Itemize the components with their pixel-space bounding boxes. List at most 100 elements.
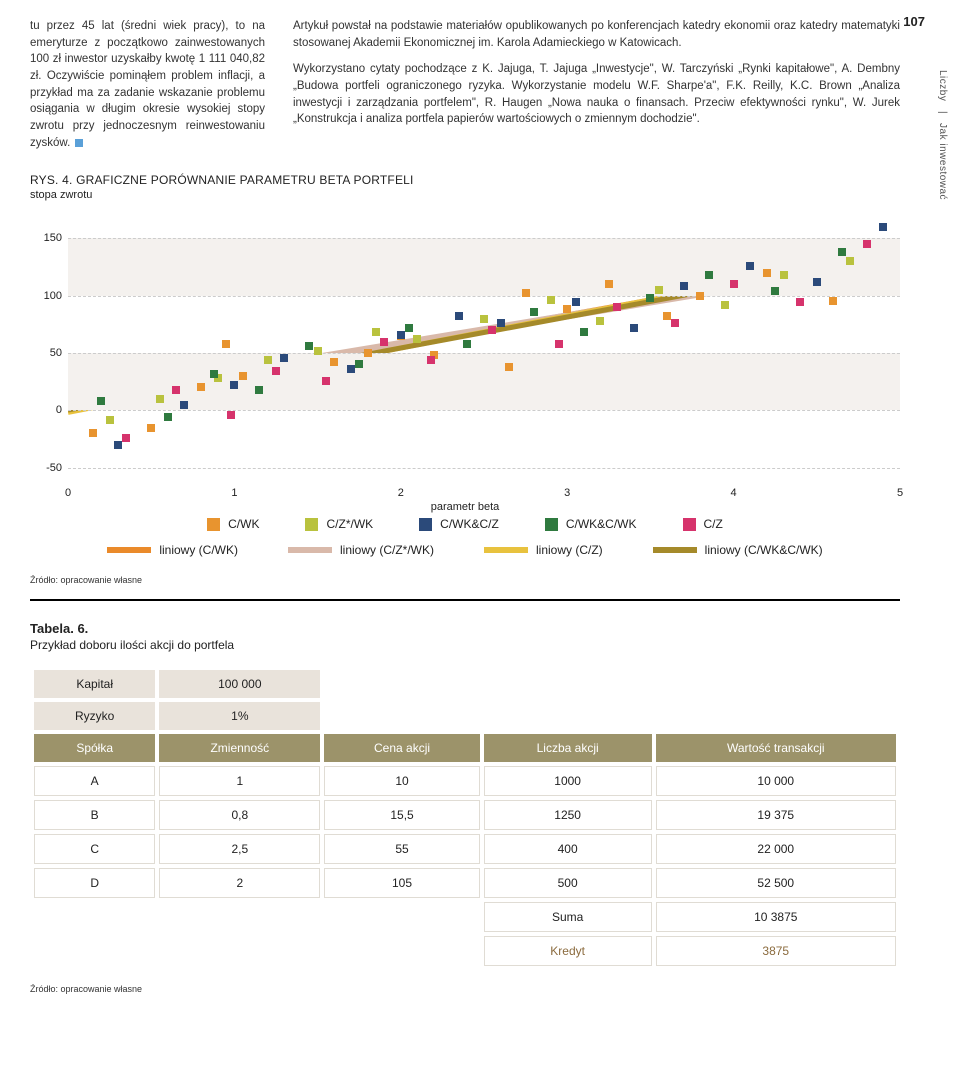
table-cell: 400 (484, 834, 652, 864)
data-point (547, 296, 555, 304)
table-cap-val: 100 000 (159, 670, 320, 698)
data-point (879, 223, 887, 231)
data-point (530, 308, 538, 316)
table-footer-label: Suma (484, 902, 652, 932)
data-point (846, 257, 854, 265)
data-point (613, 303, 621, 311)
data-point (563, 305, 571, 313)
x-tick: 4 (731, 487, 737, 499)
table-cell: 10 (324, 766, 479, 796)
data-point (372, 328, 380, 336)
data-point (705, 271, 713, 279)
data-point (680, 282, 688, 290)
data-point (696, 292, 704, 300)
data-point (721, 301, 729, 309)
table-header: Zmienność (159, 734, 320, 762)
y-tick: 50 (30, 347, 62, 359)
body-columns: tu przez 45 lat (średni wiek pracy), to … (30, 18, 900, 151)
x-tick: 2 (398, 487, 404, 499)
data-point (663, 312, 671, 320)
side-label: Liczby | Jak inwestować (937, 70, 948, 200)
data-point (314, 347, 322, 355)
y-axis-label: stopa zwrotu (30, 189, 900, 201)
table-cell: 22 000 (656, 834, 896, 864)
data-point (272, 367, 280, 375)
data-point (197, 383, 205, 391)
table-cell: 1000 (484, 766, 652, 796)
table-cap: Ryzyko (34, 702, 155, 730)
data-point (413, 335, 421, 343)
data-point (397, 331, 405, 339)
side-sep: | (937, 111, 948, 114)
data-point (480, 315, 488, 323)
table-header: Spółka (34, 734, 155, 762)
data-point (405, 324, 413, 332)
data-point (347, 365, 355, 373)
data-point (330, 358, 338, 366)
data-point (829, 297, 837, 305)
data-point (730, 280, 738, 288)
data-point (522, 289, 530, 297)
table-header: Wartość transakcji (656, 734, 896, 762)
x-tick: 3 (564, 487, 570, 499)
plot-area (68, 209, 900, 479)
data-point (488, 326, 496, 334)
table-cell: 2,5 (159, 834, 320, 864)
data-point (863, 240, 871, 248)
y-tick: -50 (30, 462, 62, 474)
data-point (305, 342, 313, 350)
side-a: Liczby (937, 70, 948, 101)
table-cell: C (34, 834, 155, 864)
legend-line-item: liniowy (C/Z) (484, 543, 603, 557)
data-point (572, 298, 580, 306)
data-point (646, 294, 654, 302)
data-point (114, 441, 122, 449)
data-point (180, 401, 188, 409)
table-title: Tabela. 6. (30, 621, 900, 636)
data-point (463, 340, 471, 348)
data-point (497, 319, 505, 327)
table-footer-val: 10 3875 (656, 902, 896, 932)
table-cell: 500 (484, 868, 652, 898)
table-cell: D (34, 868, 155, 898)
data-point (122, 434, 130, 442)
data-point (427, 356, 435, 364)
table-cap: Kapitał (34, 670, 155, 698)
data-point (780, 271, 788, 279)
data-point (763, 269, 771, 277)
data-table: Kapitał100 000Ryzyko1%SpółkaZmiennośćCen… (30, 666, 900, 970)
data-point (210, 370, 218, 378)
data-point (147, 424, 155, 432)
data-point (355, 360, 363, 368)
x-axis-label: parametr beta (431, 501, 499, 513)
right-p2: Wykorzystano cytaty pochodzące z K. Jaju… (293, 61, 900, 128)
legend-item: C/WK&C/WK (545, 517, 637, 531)
data-point (364, 349, 372, 357)
data-point (630, 324, 638, 332)
table-cell: B (34, 800, 155, 830)
table-cell: 1 (159, 766, 320, 796)
data-point (156, 395, 164, 403)
table-cell: 10 000 (656, 766, 896, 796)
scatter-chart: 150100500-50 012345 parametr beta (30, 209, 900, 509)
data-point (255, 386, 263, 394)
data-point (555, 340, 563, 348)
legend-item: C/Z*/WK (305, 517, 373, 531)
table-cell: 55 (324, 834, 479, 864)
legend-item: C/WK&C/Z (419, 517, 499, 531)
left-text: tu przez 45 lat (średni wiek pracy), to … (30, 20, 265, 149)
table-cell: 0,8 (159, 800, 320, 830)
data-point (264, 356, 272, 364)
table-source: Źródło: opracowanie własne (30, 984, 900, 994)
legend-line-item: liniowy (C/WK&C/WK) (653, 543, 823, 557)
data-point (164, 413, 172, 421)
data-point (505, 363, 513, 371)
legend-markers: C/WKC/Z*/WKC/WK&C/ZC/WK&C/WKC/Z (30, 517, 900, 531)
x-tick: 5 (897, 487, 903, 499)
data-point (97, 397, 105, 405)
right-column: Artykuł powstał na podstawie materiałów … (293, 18, 900, 151)
x-tick: 1 (231, 487, 237, 499)
table-cell: 19 375 (656, 800, 896, 830)
page-number: 107 (903, 14, 925, 29)
data-point (580, 328, 588, 336)
